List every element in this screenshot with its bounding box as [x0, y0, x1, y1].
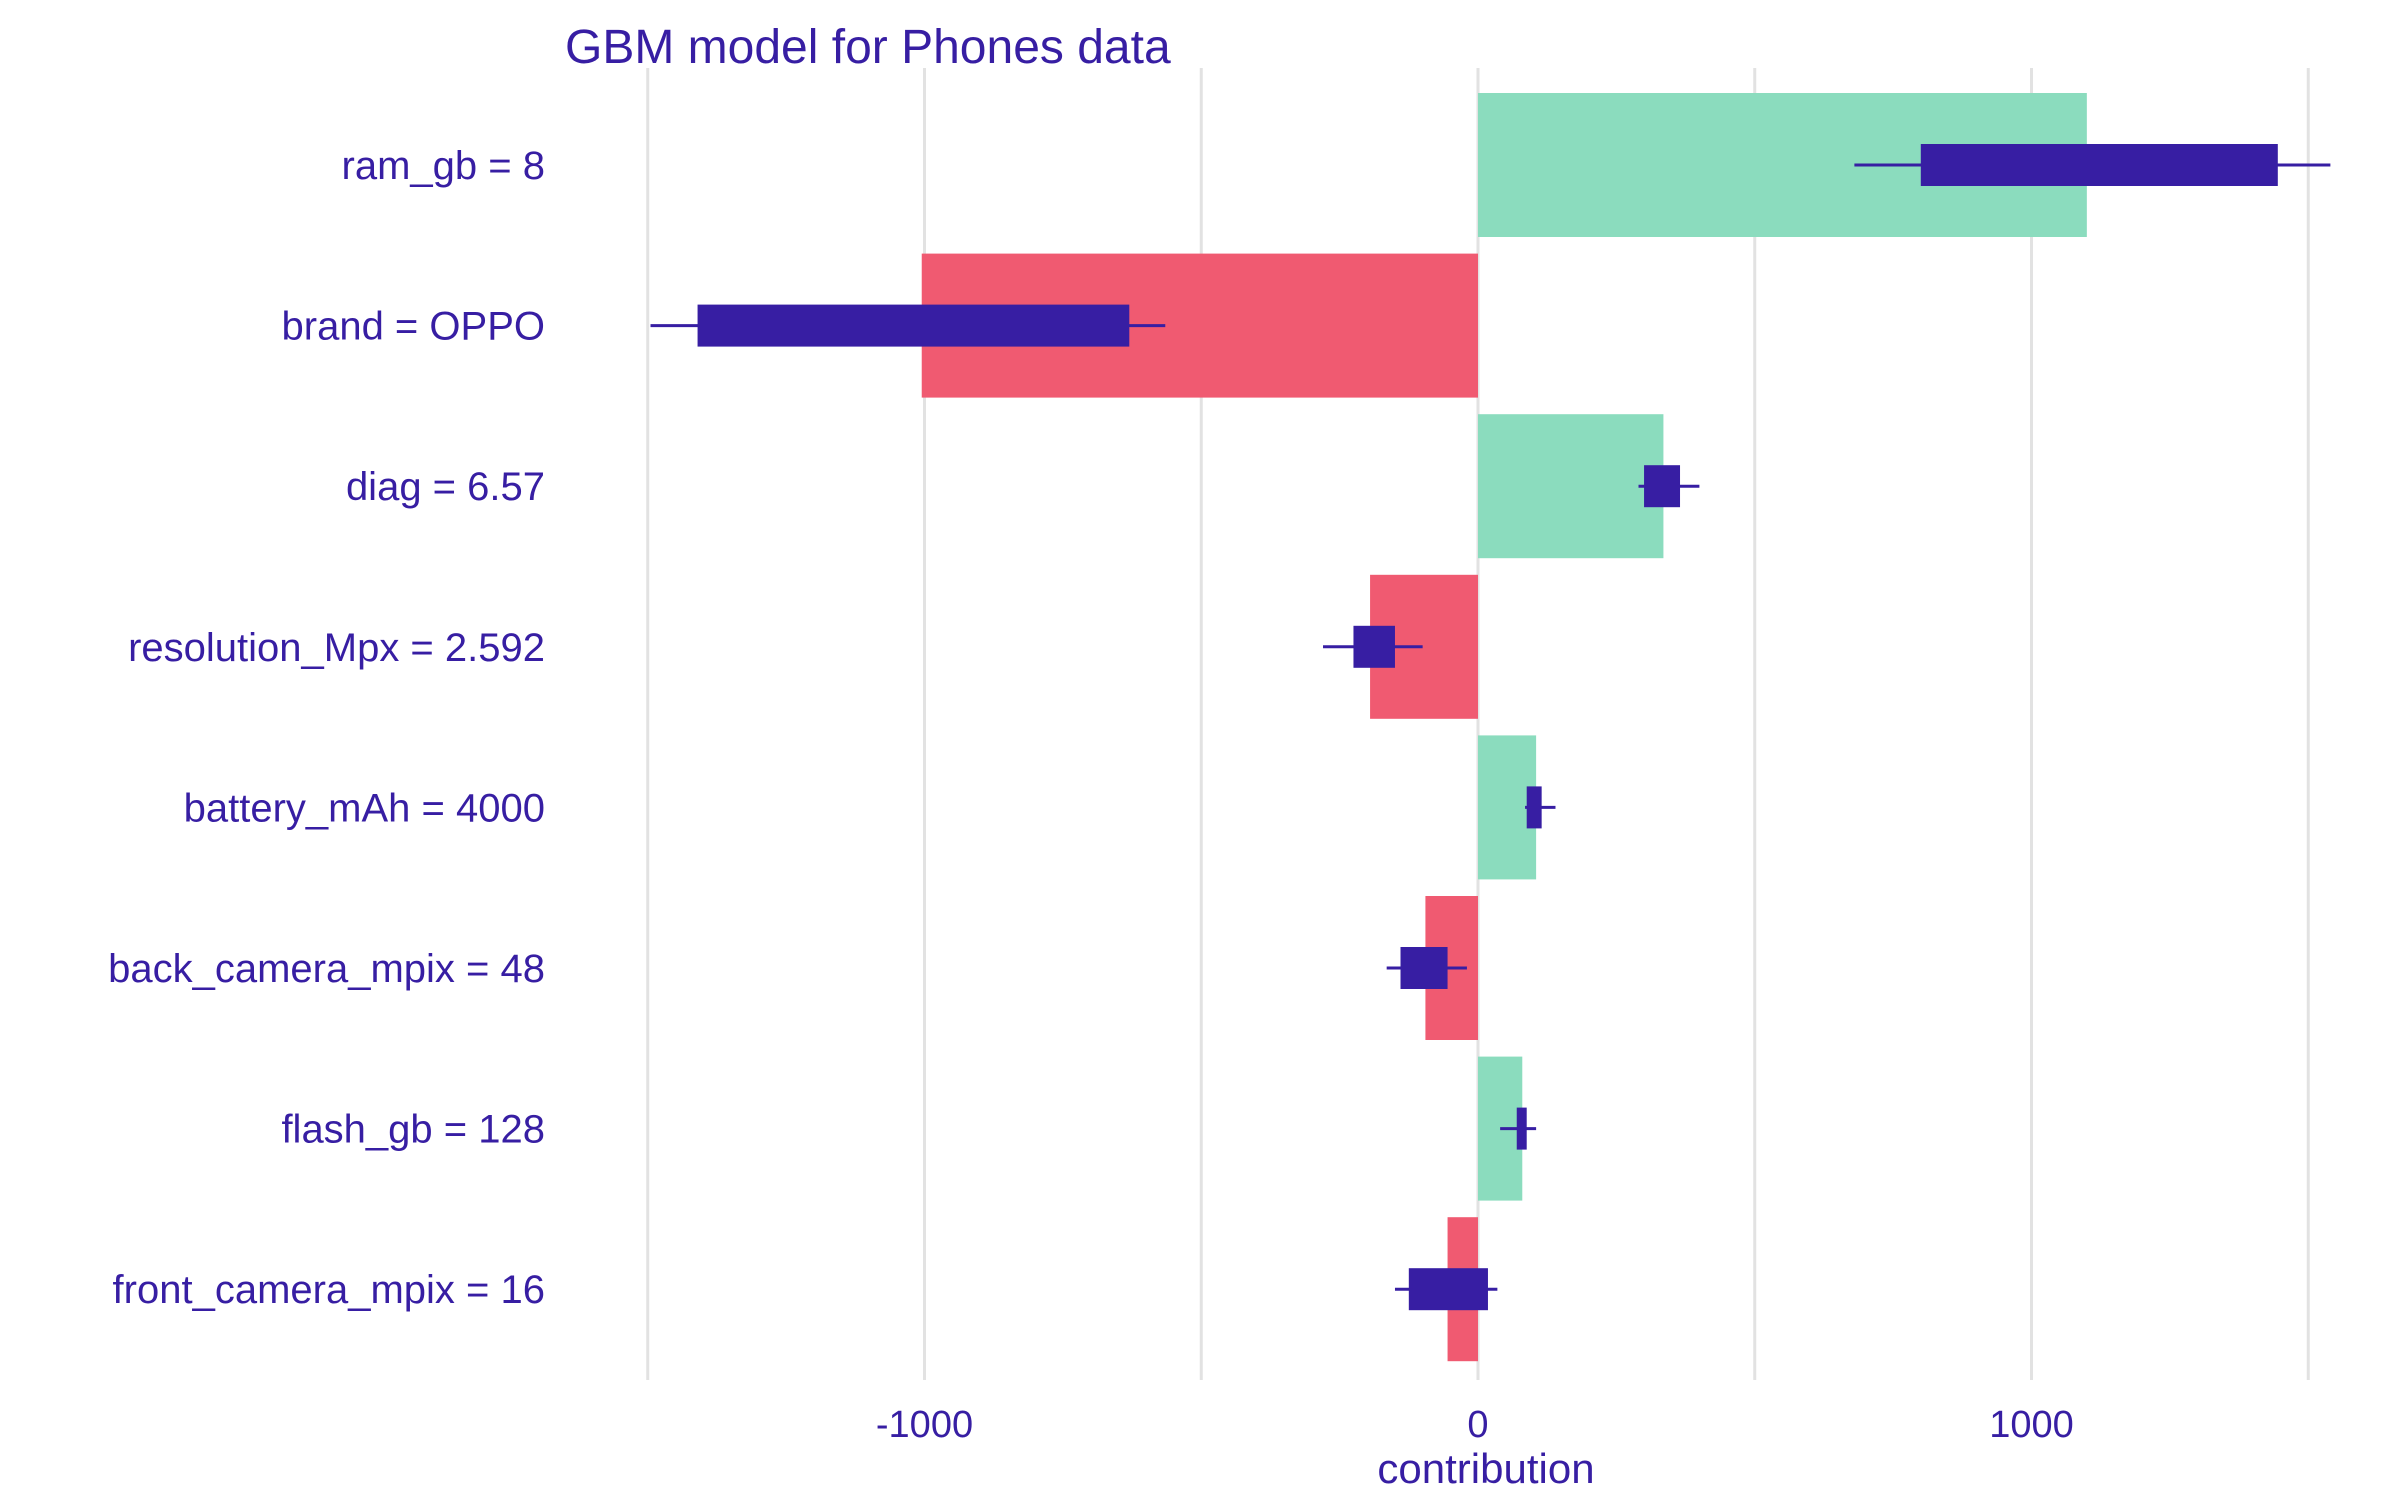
x-tick-label: 1000: [1989, 1404, 2074, 1446]
boxplot-box: [1644, 465, 1681, 508]
feature-label: back_camera_mpix = 48: [108, 947, 545, 991]
boxplot-layer: [650, 144, 2331, 1311]
feature-label: ram_gb = 8: [342, 144, 545, 188]
feature-label: diag = 6.57: [346, 465, 545, 509]
contribution-bar: [1478, 414, 1664, 559]
feature-label: battery_mAh = 4000: [184, 786, 545, 830]
boxplot-box: [1400, 947, 1448, 989]
x-tick-label: 0: [1467, 1404, 1488, 1446]
chart-title: GBM model for Phones data: [565, 21, 1171, 74]
feature-label: resolution_Mpx = 2.592: [128, 626, 545, 670]
x-axis-title: contribution: [1377, 1445, 1594, 1492]
feature-label: brand = OPPO: [282, 305, 545, 349]
feature-label: flash_gb = 128: [281, 1108, 545, 1152]
x-tick-layer: -1000 0 1000: [876, 1404, 2074, 1446]
boxplot-box: [697, 304, 1130, 347]
boxplot-box: [1526, 786, 1542, 829]
x-tick-label: -1000: [876, 1404, 973, 1446]
boxplot-box: [1920, 144, 2278, 186]
feature-label: front_camera_mpix = 16: [113, 1268, 545, 1312]
boxplot-box: [1516, 1107, 1527, 1150]
boxplot-box: [1353, 625, 1395, 668]
feature-label-layer: ram_gb = 8 brand = OPPO diag = 6.57 resolut…: [108, 144, 545, 1312]
boxplot-box: [1408, 1268, 1488, 1311]
